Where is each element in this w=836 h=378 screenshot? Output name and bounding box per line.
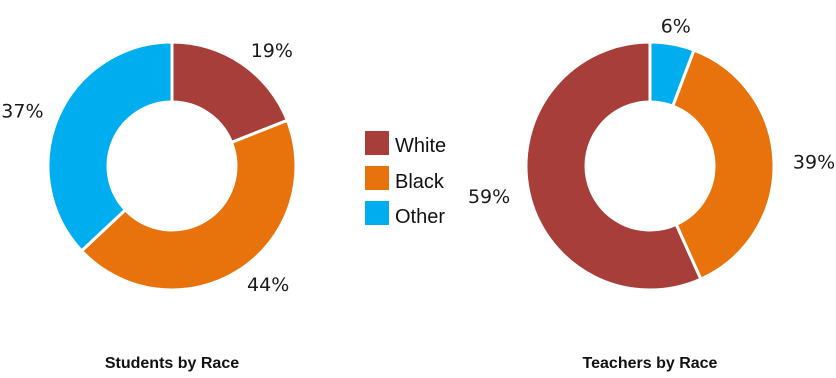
students-label-white: 19% xyxy=(251,40,293,62)
legend-label-white: White xyxy=(395,135,446,157)
legend-swatch-other xyxy=(365,201,389,225)
legend-label-other: Other xyxy=(395,206,445,228)
teachers-slice-other xyxy=(648,40,696,109)
teachers-slice-black xyxy=(670,48,776,282)
students-donut-chart: 19% 44% 37% xyxy=(1,40,298,296)
students-slice-other xyxy=(46,40,174,254)
students-slice-black xyxy=(79,118,298,292)
legend-swatch-black xyxy=(365,166,389,190)
teachers-donut-chart: 59% 39% 6% xyxy=(468,15,835,292)
legend-swatch-white xyxy=(365,131,389,155)
teachers-label-white: 59% xyxy=(468,186,510,208)
teachers-label-other: 6% xyxy=(661,15,691,37)
students-chart-title: Students by Race xyxy=(105,355,239,372)
teachers-slice-white xyxy=(524,40,703,292)
legend-label-black: Black xyxy=(395,171,445,193)
students-label-black: 44% xyxy=(247,274,289,296)
students-label-other: 37% xyxy=(1,100,43,122)
teachers-label-black: 39% xyxy=(793,152,835,174)
teachers-chart-title: Teachers by Race xyxy=(583,355,718,372)
legend: White Black Other xyxy=(365,131,446,228)
